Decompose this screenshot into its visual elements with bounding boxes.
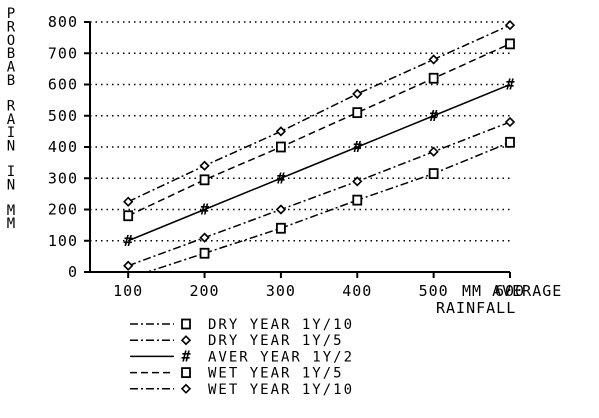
series-3-point: # [124,232,133,250]
series-3-point: # [505,76,514,94]
svg-text:#: # [181,347,190,365]
y-tick-label: 600 [48,76,78,94]
series-5-point [123,196,134,207]
legend-label-2: DRY YEAR 1Y/5 [208,333,344,349]
y-tick-label: 500 [48,107,78,125]
x-tick-label: 600 [495,282,525,300]
svg-text:#: # [276,169,285,187]
legend-marker-3: # [181,347,190,365]
series-line-5 [127,24,510,203]
series-5-point [199,160,210,171]
series-4-point [505,38,515,50]
x-axis-label-line1: MM AVERAGE [462,282,562,300]
series-4-point [123,210,134,222]
series-1-point [276,222,286,234]
x-tick-label: 300 [266,282,296,300]
legend-marker-5 [180,383,192,394]
series-line-2 [127,121,510,267]
series-line-3 [127,83,510,242]
x-tick-label: 200 [189,282,219,300]
y-tick-label: 100 [48,232,78,250]
legend-label-5: WET YEAR 1Y/10 [208,382,354,398]
y-tick-label: 400 [48,138,78,156]
series-4-point [428,72,439,84]
series-2-point [199,232,210,243]
series-3-point: # [200,201,209,219]
series-2-point [123,260,134,271]
legend-marker-4 [181,367,191,379]
x-tick-label: 100 [113,282,143,300]
series-1-point [199,247,210,259]
x-axis-label-line2: RAINFALL [436,299,516,317]
series-2-point [504,116,516,128]
legend-marker-1 [181,318,191,330]
series-1-point [505,136,515,148]
svg-text:#: # [200,201,209,219]
series-4-point [352,107,363,119]
x-tick-label: 500 [419,282,449,300]
svg-text:#: # [429,107,438,125]
y-tick-label: 300 [48,169,78,187]
series-2-point [352,176,363,187]
y-tick-label: 0 [68,263,78,281]
series-4-point [276,141,286,153]
legend-label-1: DRY YEAR 1Y/10 [208,317,354,333]
series-5-point [352,88,363,100]
y-tick-label: 800 [48,13,78,31]
series-1-point [352,194,363,206]
series-5-point [504,19,516,31]
series-3-point: # [353,138,362,156]
series-1-point [428,168,439,179]
series-2-point [275,204,287,215]
series-line-4 [127,43,510,217]
series-5-point [275,126,287,137]
y-tick-label: 200 [48,201,78,219]
series-3-point: # [429,107,438,125]
legend-marker-2 [180,335,192,346]
series-2-point [428,146,439,157]
series-line-1 [144,141,510,272]
svg-text:#: # [124,232,133,250]
legend-label-3: AVER YEAR 1Y/2 [208,349,354,365]
svg-text:#: # [353,138,362,156]
series-4-point [199,174,210,186]
y-tick-label: 700 [48,44,78,62]
svg-text:#: # [505,76,514,94]
legend-label-4: WET YEAR 1Y/5 [208,366,344,382]
series-3-point: # [276,169,285,187]
series-5-point [428,54,439,65]
x-tick-label: 400 [342,282,372,300]
